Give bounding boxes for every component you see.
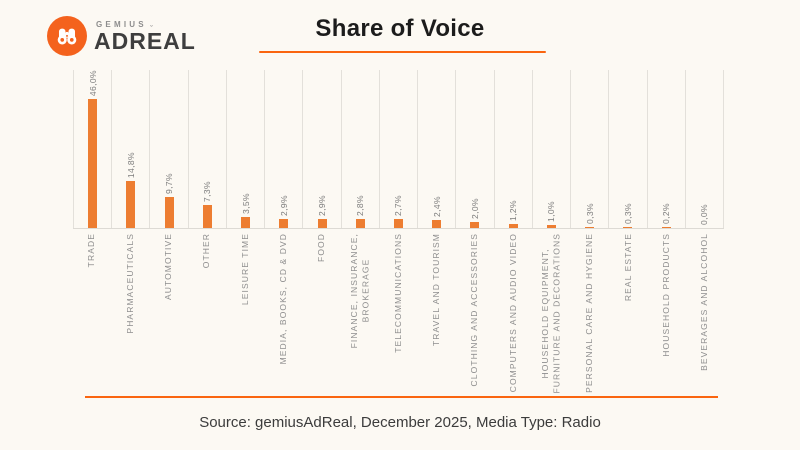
bar-slot: 2,0% — [456, 70, 495, 228]
bar-slot: 14,8% — [112, 70, 151, 228]
bar — [164, 197, 174, 228]
category-label: HOUSEHOLD EQUIPMENT, FURNITURE AND DECOR… — [540, 233, 562, 394]
bar-slot: 0,3% — [571, 70, 610, 228]
bar — [393, 219, 403, 228]
category-label-cell: CLOTHING AND ACCESSORIES — [456, 233, 494, 394]
footer-divider — [85, 396, 718, 398]
bar — [202, 204, 212, 228]
value-label: 9,7% — [164, 173, 175, 195]
bar-slot: 0,0% — [686, 70, 724, 228]
value-label: 0,2% — [661, 203, 672, 224]
category-label-cell: TELECOMMUNICATIONS — [379, 233, 417, 394]
category-label: COMPUTERS AND AUDIO VIDEO — [507, 233, 518, 393]
category-label-cell: BEVERAGES AND ALCOHOL — [686, 233, 724, 394]
value-label: 1,2% — [508, 200, 519, 222]
category-label: PERSONAL CARE AND HYGIENE — [584, 233, 595, 393]
value-label: 46,0% — [87, 70, 98, 97]
share-of-voice-chart: 46,0% 14,8% 9,7% 7,3% 3,5% 2,9% 2,9% 2,8% 2,7% 2,… — [73, 70, 724, 229]
value-label: 0,0% — [699, 204, 710, 225]
value-label: 0,3% — [622, 203, 633, 224]
category-label-cell: TRADE — [73, 233, 111, 394]
bar-slot: 1,0% — [533, 70, 572, 228]
bar-slot: 2,9% — [265, 70, 304, 228]
category-label-cell: OTHER — [188, 233, 226, 394]
category-label: HOUSEHOLD PRODUCTS — [660, 233, 671, 357]
bar-slot: 2,7% — [380, 70, 419, 228]
value-label: 0,3% — [584, 203, 595, 224]
bar — [470, 221, 480, 228]
category-axis: TRADE PHARMACEUTICALS AUTOMOTIVE OTHER LEISU… — [73, 233, 724, 394]
category-label: LEISURE TIME — [239, 233, 250, 306]
category-label: TRAVEL AND TOURISM — [431, 233, 442, 347]
bar — [317, 218, 327, 228]
category-label-cell: HOUSEHOLD PRODUCTS — [647, 233, 685, 394]
bar — [432, 220, 442, 228]
bar — [585, 227, 595, 228]
value-label: 2,4% — [431, 196, 442, 218]
bar — [126, 181, 136, 228]
category-label: REAL ESTATE — [622, 233, 633, 302]
bar-slot: 7,3% — [189, 70, 227, 228]
value-label: 2,0% — [469, 197, 480, 219]
category-label: FINANCE, INSURANCE, BROKERAGE — [348, 233, 371, 349]
logo-brand-top: GEMIUS — [96, 20, 147, 29]
category-label-cell: TRAVEL AND TOURISM — [418, 233, 456, 394]
category-label-cell: MEDIA, BOOKS, CD & DVD — [264, 233, 302, 394]
bar-slot: 0,2% — [648, 70, 686, 228]
title-underline — [259, 51, 546, 53]
category-label-cell: FINANCE, INSURANCE, BROKERAGE — [341, 233, 379, 394]
category-label-cell: PHARMACEUTICALS — [111, 233, 149, 394]
logo-wordmark: GEMIUS ADREAL ˇ — [94, 19, 196, 53]
category-label: BEVERAGES AND ALCOHOL — [699, 233, 710, 371]
bar — [661, 227, 671, 228]
bar — [546, 224, 556, 228]
bar — [508, 224, 518, 228]
value-label: 14,8% — [125, 152, 136, 179]
category-label-cell: HOUSEHOLD EQUIPMENT, FURNITURE AND DECOR… — [533, 233, 571, 394]
bar-slot: 2,9% — [303, 70, 342, 228]
bar-slot: 2,4% — [418, 70, 457, 228]
logo-brand-bottom: ADREAL — [94, 28, 196, 54]
page-title: Share of Voice — [315, 15, 485, 42]
category-label: MEDIA, BOOKS, CD & DVD — [277, 233, 288, 365]
category-label-cell: LEISURE TIME — [226, 233, 264, 394]
bar-slot: 1,2% — [495, 70, 533, 228]
value-label: 2,8% — [355, 195, 366, 217]
value-label: 7,3% — [202, 180, 213, 202]
binoculars-icon — [47, 16, 87, 56]
bar — [623, 227, 633, 228]
bar-slot: 0,3% — [609, 70, 648, 228]
value-label: 2,9% — [278, 194, 289, 216]
bar — [355, 219, 365, 228]
category-label-cell: REAL ESTATE — [609, 233, 647, 394]
category-label-cell: AUTOMOTIVE — [150, 233, 188, 394]
category-label: OTHER — [201, 233, 212, 269]
category-label-cell: FOOD — [303, 233, 341, 394]
source-note: Source: gemiusAdReal, December 2025, Med… — [199, 414, 601, 431]
category-label: AUTOMOTIVE — [163, 233, 173, 301]
bar — [88, 99, 98, 228]
bar-slot: 9,7% — [150, 70, 189, 228]
category-label-cell: COMPUTERS AND AUDIO VIDEO — [494, 233, 532, 394]
category-label: CLOTHING AND ACCESSORIES — [469, 233, 480, 387]
value-label: 3,5% — [240, 192, 251, 214]
gemius-adreal-logo: GEMIUS ADREAL ˇ — [47, 16, 196, 56]
value-label: 2,9% — [317, 194, 328, 216]
category-label-cell: PERSONAL CARE AND HYGIENE — [571, 233, 609, 394]
category-label: FOOD — [316, 233, 327, 262]
caron-mark: ˇ — [150, 24, 153, 34]
category-label: PHARMACEUTICALS — [124, 233, 135, 334]
category-label: TELECOMMUNICATIONS — [392, 233, 403, 353]
category-label: TRADE — [86, 233, 97, 268]
bar — [279, 218, 289, 228]
bar — [241, 216, 251, 228]
bar-slot: 3,5% — [227, 70, 266, 228]
value-label: 2,7% — [393, 195, 404, 217]
value-label: 1,0% — [546, 200, 557, 222]
bar-slot: 2,8% — [342, 70, 380, 228]
bar-slot: 46,0% — [73, 70, 113, 228]
